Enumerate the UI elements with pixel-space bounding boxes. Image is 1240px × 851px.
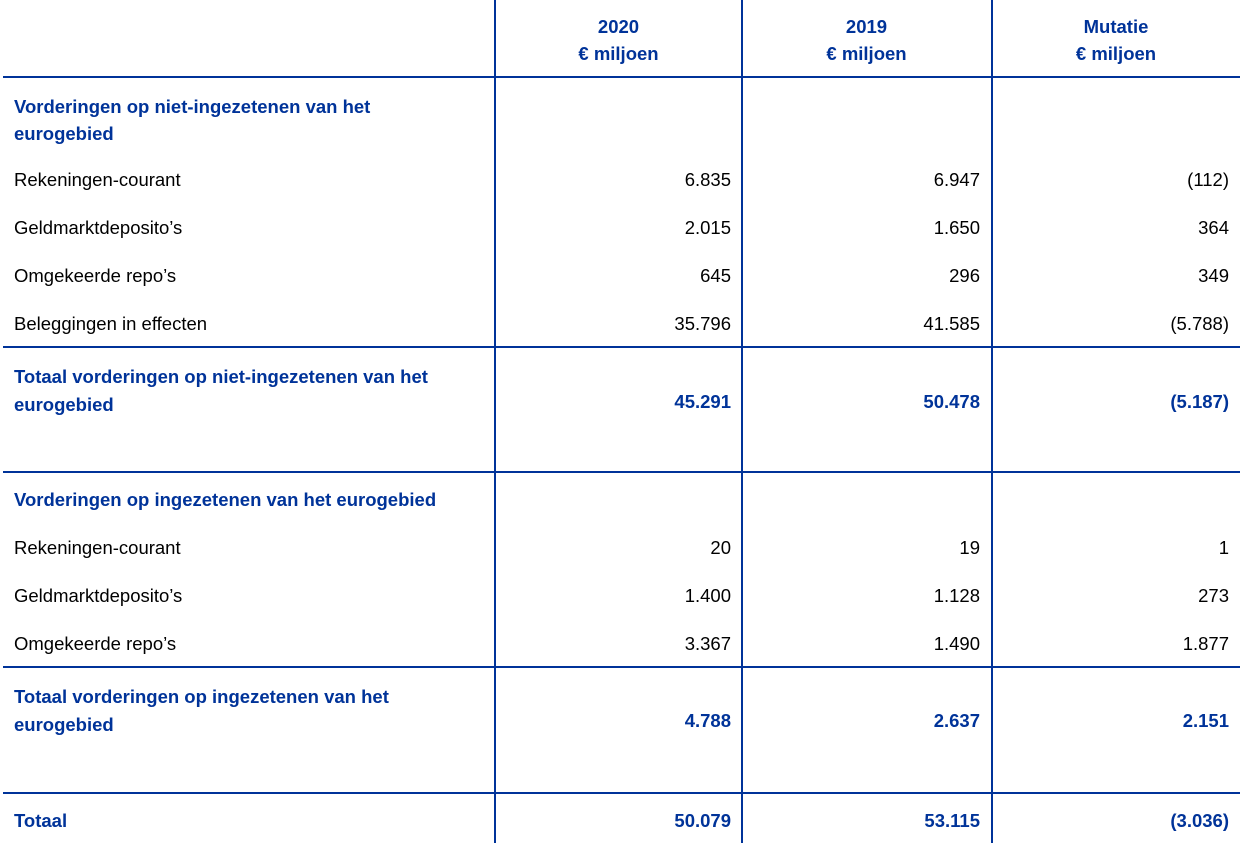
section-title-line: Vorderingen op niet-ingezetenen van het bbox=[14, 96, 371, 117]
grand-total-label: Totaal bbox=[14, 810, 68, 831]
row-label: Rekeningen-courant bbox=[14, 169, 181, 190]
value-2020: 3.367 bbox=[684, 633, 731, 654]
row-label: Rekeningen-courant bbox=[14, 537, 181, 558]
column-unit: € miljoen bbox=[1075, 43, 1157, 64]
value-2019: 2.637 bbox=[933, 710, 980, 731]
value-mutatie: 349 bbox=[1198, 265, 1229, 286]
value-2020: 6.835 bbox=[684, 169, 731, 190]
column-unit: € miljoen bbox=[578, 43, 659, 64]
value-mutatie: 2.151 bbox=[1182, 710, 1229, 731]
value-mutatie: (112) bbox=[1187, 169, 1229, 190]
divider bbox=[991, 0, 993, 843]
value-2020: 20 bbox=[710, 537, 731, 558]
value-2019: 1.490 bbox=[933, 633, 980, 654]
column-unit: € miljoen bbox=[826, 43, 907, 64]
section-title: Vorderingen op niet-ingezetenen van het … bbox=[14, 93, 370, 147]
row-label: Geldmarktdeposito’s bbox=[14, 585, 183, 606]
subtotal-label: Totaal vorderingen op ingezetenen van he… bbox=[14, 683, 389, 739]
value-2020: 645 bbox=[700, 265, 731, 286]
value-2019: 1.650 bbox=[933, 217, 980, 238]
column-year: 2020 bbox=[597, 16, 640, 37]
divider bbox=[3, 666, 1240, 668]
divider bbox=[741, 0, 743, 843]
value-2019: 19 bbox=[959, 537, 980, 558]
value-2019: 296 bbox=[949, 265, 980, 286]
value-mutatie: (5.788) bbox=[1170, 313, 1229, 334]
value-2020: 50.079 bbox=[674, 810, 731, 831]
value-2020: 1.400 bbox=[684, 585, 731, 606]
value-mutatie: (3.036) bbox=[1170, 810, 1229, 831]
value-2019: 50.478 bbox=[923, 391, 980, 412]
value-mutatie: 273 bbox=[1198, 585, 1229, 606]
column-header-2020: 2020 € miljoen bbox=[496, 13, 741, 67]
section-title: Vorderingen op ingezetenen van het eurog… bbox=[14, 489, 437, 510]
value-mutatie: 1 bbox=[1218, 537, 1229, 558]
section-title-line: eurogebied bbox=[14, 123, 114, 144]
column-header-mutatie: Mutatie € miljoen bbox=[992, 13, 1240, 67]
subtotal-label-line: Totaal vorderingen op niet-ingezetenen v… bbox=[14, 366, 428, 387]
subtotal-label: Totaal vorderingen op niet-ingezetenen v… bbox=[14, 363, 428, 419]
column-header-2019: 2019 € miljoen bbox=[742, 13, 991, 67]
value-2020: 2.015 bbox=[684, 217, 731, 238]
subtotal-label-line: Totaal vorderingen op ingezetenen van he… bbox=[14, 686, 389, 707]
subtotal-label-line: eurogebied bbox=[14, 394, 114, 415]
divider bbox=[494, 0, 496, 843]
value-mutatie: 364 bbox=[1198, 217, 1229, 238]
divider bbox=[3, 792, 1240, 794]
value-2020: 4.788 bbox=[684, 710, 731, 731]
row-label: Geldmarktdeposito’s bbox=[14, 217, 183, 238]
divider bbox=[3, 76, 1240, 78]
value-2019: 1.128 bbox=[933, 585, 980, 606]
value-mutatie: (5.187) bbox=[1170, 391, 1229, 412]
value-2019: 41.585 bbox=[923, 313, 980, 334]
divider bbox=[3, 346, 1240, 348]
subtotal-label-line: eurogebied bbox=[14, 714, 114, 735]
divider bbox=[3, 471, 1240, 473]
row-label: Omgekeerde repo’s bbox=[14, 633, 177, 654]
column-year: Mutatie bbox=[1083, 16, 1149, 37]
value-2020: 35.796 bbox=[674, 313, 731, 334]
column-year: 2019 bbox=[845, 16, 888, 37]
value-2019: 53.115 bbox=[924, 810, 980, 831]
row-label: Beleggingen in effecten bbox=[14, 313, 208, 334]
value-2019: 6.947 bbox=[933, 169, 980, 190]
row-label: Omgekeerde repo’s bbox=[14, 265, 177, 286]
value-2020: 45.291 bbox=[674, 391, 731, 412]
value-mutatie: 1.877 bbox=[1182, 633, 1229, 654]
